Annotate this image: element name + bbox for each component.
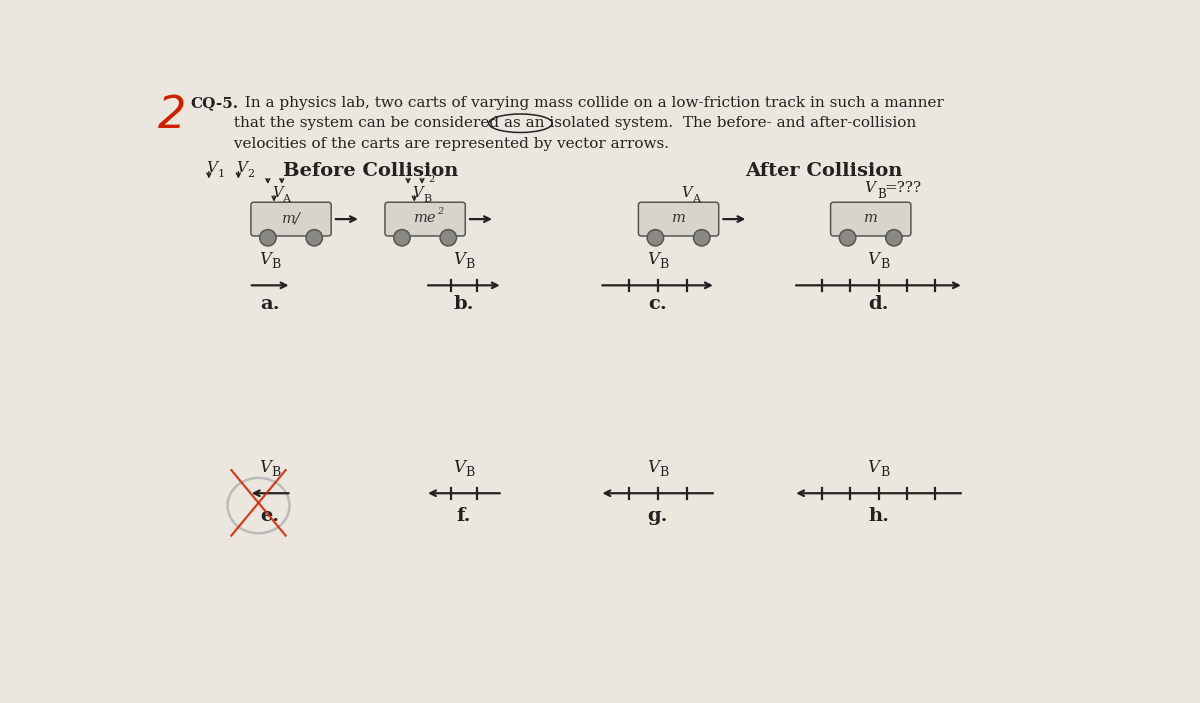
Text: m/: m/ [282,212,300,226]
Text: V: V [206,160,217,174]
FancyBboxPatch shape [385,202,466,236]
Text: h.: h. [868,508,889,525]
FancyBboxPatch shape [638,202,719,236]
Circle shape [886,230,902,246]
Text: 2: 2 [247,169,254,179]
Text: b.: b. [454,295,474,313]
Text: A: A [691,194,700,204]
Circle shape [440,230,456,246]
Text: V: V [412,186,422,200]
Text: V: V [868,251,880,268]
Text: f.: f. [457,508,472,525]
Text: m: m [864,212,877,226]
Text: B: B [271,259,281,271]
Text: 2: 2 [428,174,434,183]
Text: V: V [454,251,466,268]
Text: c.: c. [648,295,667,313]
Text: B: B [466,259,475,271]
Text: 2: 2 [438,207,444,216]
Text: B: B [271,466,281,479]
Text: After Collision: After Collision [745,162,902,181]
Text: V: V [454,458,466,476]
Text: that the system can be considered as an isolated system.  The before- and after-: that the system can be considered as an … [191,116,917,130]
FancyBboxPatch shape [251,202,331,236]
Text: V: V [259,251,271,268]
Text: B: B [659,259,668,271]
Text: B: B [424,194,432,204]
Text: B: B [880,259,889,271]
FancyBboxPatch shape [830,202,911,236]
Circle shape [259,230,276,246]
Text: A: A [282,194,290,204]
Text: V: V [271,186,282,200]
Text: d.: d. [869,295,889,313]
Text: 2: 2 [157,94,186,137]
Circle shape [647,230,664,246]
Text: V: V [864,181,876,195]
Text: V: V [259,458,271,476]
Circle shape [694,230,710,246]
Text: V: V [680,186,691,200]
Circle shape [306,230,323,246]
Text: a.: a. [260,295,280,313]
Text: V: V [236,160,247,174]
Text: me: me [414,212,437,226]
Circle shape [839,230,856,246]
Text: velocities of the carts are represented by vector arrows.: velocities of the carts are represented … [191,136,670,150]
Text: 1: 1 [217,169,224,179]
Text: g.: g. [647,508,668,525]
Text: B: B [659,466,668,479]
Text: In a physics lab, two carts of varying mass collide on a low-friction track in s: In a physics lab, two carts of varying m… [235,96,944,110]
Text: B: B [466,466,475,479]
Text: CQ-5.: CQ-5. [191,96,239,110]
Text: V: V [647,251,659,268]
Text: =???: =??? [884,181,922,195]
Text: V: V [647,458,659,476]
Text: B: B [880,466,889,479]
Text: B: B [877,188,886,201]
Text: Before Collision: Before Collision [283,162,458,181]
Text: e.: e. [260,508,280,525]
Text: m: m [672,212,685,226]
Circle shape [394,230,410,246]
Text: V: V [868,458,880,476]
